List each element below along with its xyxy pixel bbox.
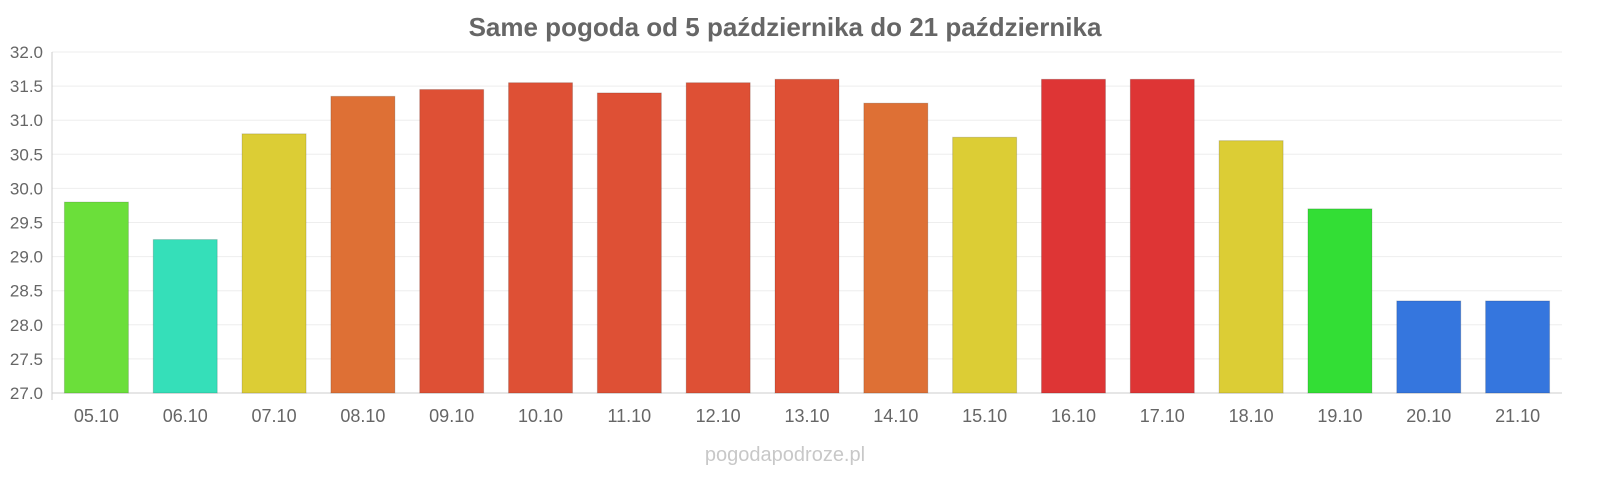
bar-06.10 [152,239,218,394]
bar-20.10 [1396,300,1462,394]
y-tick-label: 30.5 [10,145,43,164]
bar-12.10 [685,82,751,394]
y-tick-label: 27.0 [10,384,43,403]
y-tick-label: 28.0 [10,316,43,335]
x-tick-label: 18.10 [1229,406,1274,426]
bar-05.10 [63,201,129,394]
x-tick-label: 08.10 [340,406,385,426]
bar-18.10 [1218,140,1284,394]
bar-15.10 [952,136,1018,394]
y-tick-label: 27.5 [10,350,43,369]
bar-19.10 [1307,208,1373,394]
y-tick-label: 29.0 [10,248,43,267]
x-tick-label: 17.10 [1140,406,1185,426]
bar-13.10 [774,78,840,394]
x-tick-label: 10.10 [518,406,563,426]
y-tick-label: 30.0 [10,179,43,198]
bar-14.10 [863,102,929,394]
x-tick-label: 20.10 [1406,406,1451,426]
bar-17.10 [1129,78,1195,394]
x-tick-label: 13.10 [784,406,829,426]
x-tick-label: 12.10 [696,406,741,426]
x-tick-label: 19.10 [1317,406,1362,426]
y-tick-label: 31.0 [10,111,43,130]
y-tick-label: 28.5 [10,282,43,301]
y-tick-label: 32.0 [10,43,43,62]
x-tick-label: 05.10 [74,406,119,426]
chart-title: Same pogoda od 5 października do 21 paźd… [469,12,1102,42]
bar-08.10 [330,95,396,394]
x-tick-label: 14.10 [873,406,918,426]
bar-11.10 [596,92,662,394]
bar-16.10 [1040,78,1106,394]
bar-10.10 [508,82,574,394]
bar-09.10 [419,89,485,394]
watermark: pogodapodroze.pl [705,444,865,466]
x-tick-label: 09.10 [429,406,474,426]
x-tick-label: 06.10 [163,406,208,426]
x-tick-label: 07.10 [252,406,297,426]
bar-07.10 [241,133,307,394]
y-tick-label: 29.5 [10,214,43,233]
x-tick-label: 11.10 [607,406,651,426]
x-tick-label: 16.10 [1051,406,1096,426]
y-tick-label: 31.5 [10,77,43,96]
x-tick-label: 15.10 [962,406,1007,426]
x-tick-label: 21.10 [1495,406,1540,426]
bar-21.10 [1485,300,1551,394]
